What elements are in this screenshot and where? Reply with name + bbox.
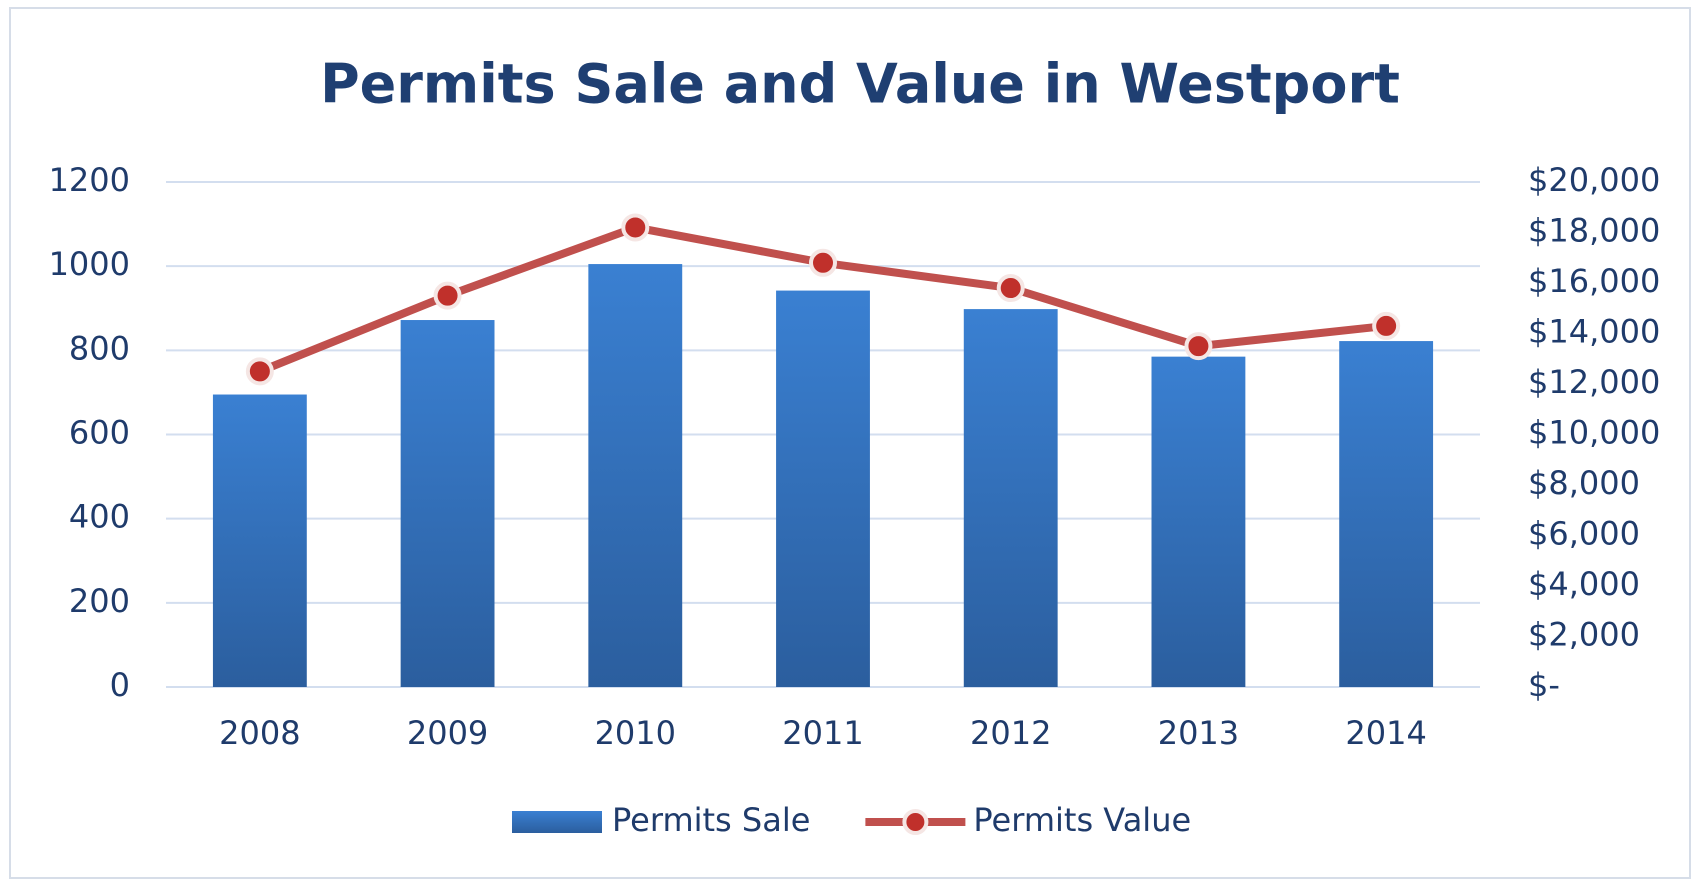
bar [776,290,870,687]
bar [963,309,1058,687]
y2-tick-label: $8,000 [1528,464,1640,502]
y-tick-label: 1200 [49,161,130,199]
y-tick-label: 600 [69,414,130,452]
y-tick-label: 0 [110,666,130,704]
y2-tick-label: $4,000 [1528,565,1640,603]
x-tick-label: 2011 [782,714,863,752]
chart-title: Permits Sale and Value in Westport [320,53,1400,116]
line-marker [245,357,274,386]
x-tick-label: 2014 [1345,714,1426,752]
line-marker [1372,311,1401,340]
bar [212,394,307,687]
y-tick-label: 1000 [49,245,130,283]
x-tick-label: 2012 [970,714,1051,752]
line-marker [809,248,837,277]
legend-swatch [512,811,602,833]
y-tick-label: 400 [69,498,130,536]
legend-label: Permits Value [973,801,1191,839]
y2-tick-label: $12,000 [1528,363,1660,401]
y2-tick-label: $14,000 [1528,313,1660,351]
bar [1339,341,1434,687]
legend-marker [902,809,929,835]
y2-tick-label: $20,000 [1528,161,1660,199]
bar [400,320,495,687]
y2-tick-label: $18,000 [1528,212,1660,250]
line-marker [433,281,462,310]
y2-tick-label: $10,000 [1528,414,1660,452]
bar [588,264,683,687]
legend-label: Permits Sale [612,801,810,839]
line-marker [1184,332,1213,361]
y-tick-label: 800 [69,329,130,367]
bar [1151,356,1246,687]
x-tick-label: 2010 [595,714,676,752]
line-marker [996,274,1025,303]
line-marker [621,213,650,242]
y2-tick-label: $16,000 [1528,262,1660,300]
y-tick-label: 200 [69,582,130,620]
x-tick-label: 2008 [219,714,300,752]
x-tick-label: 2009 [407,714,488,752]
y2-tick-label: $2,000 [1528,616,1640,654]
x-tick-label: 2013 [1158,714,1239,752]
y2-tick-label: $- [1528,666,1560,704]
y2-tick-label: $6,000 [1528,515,1640,553]
